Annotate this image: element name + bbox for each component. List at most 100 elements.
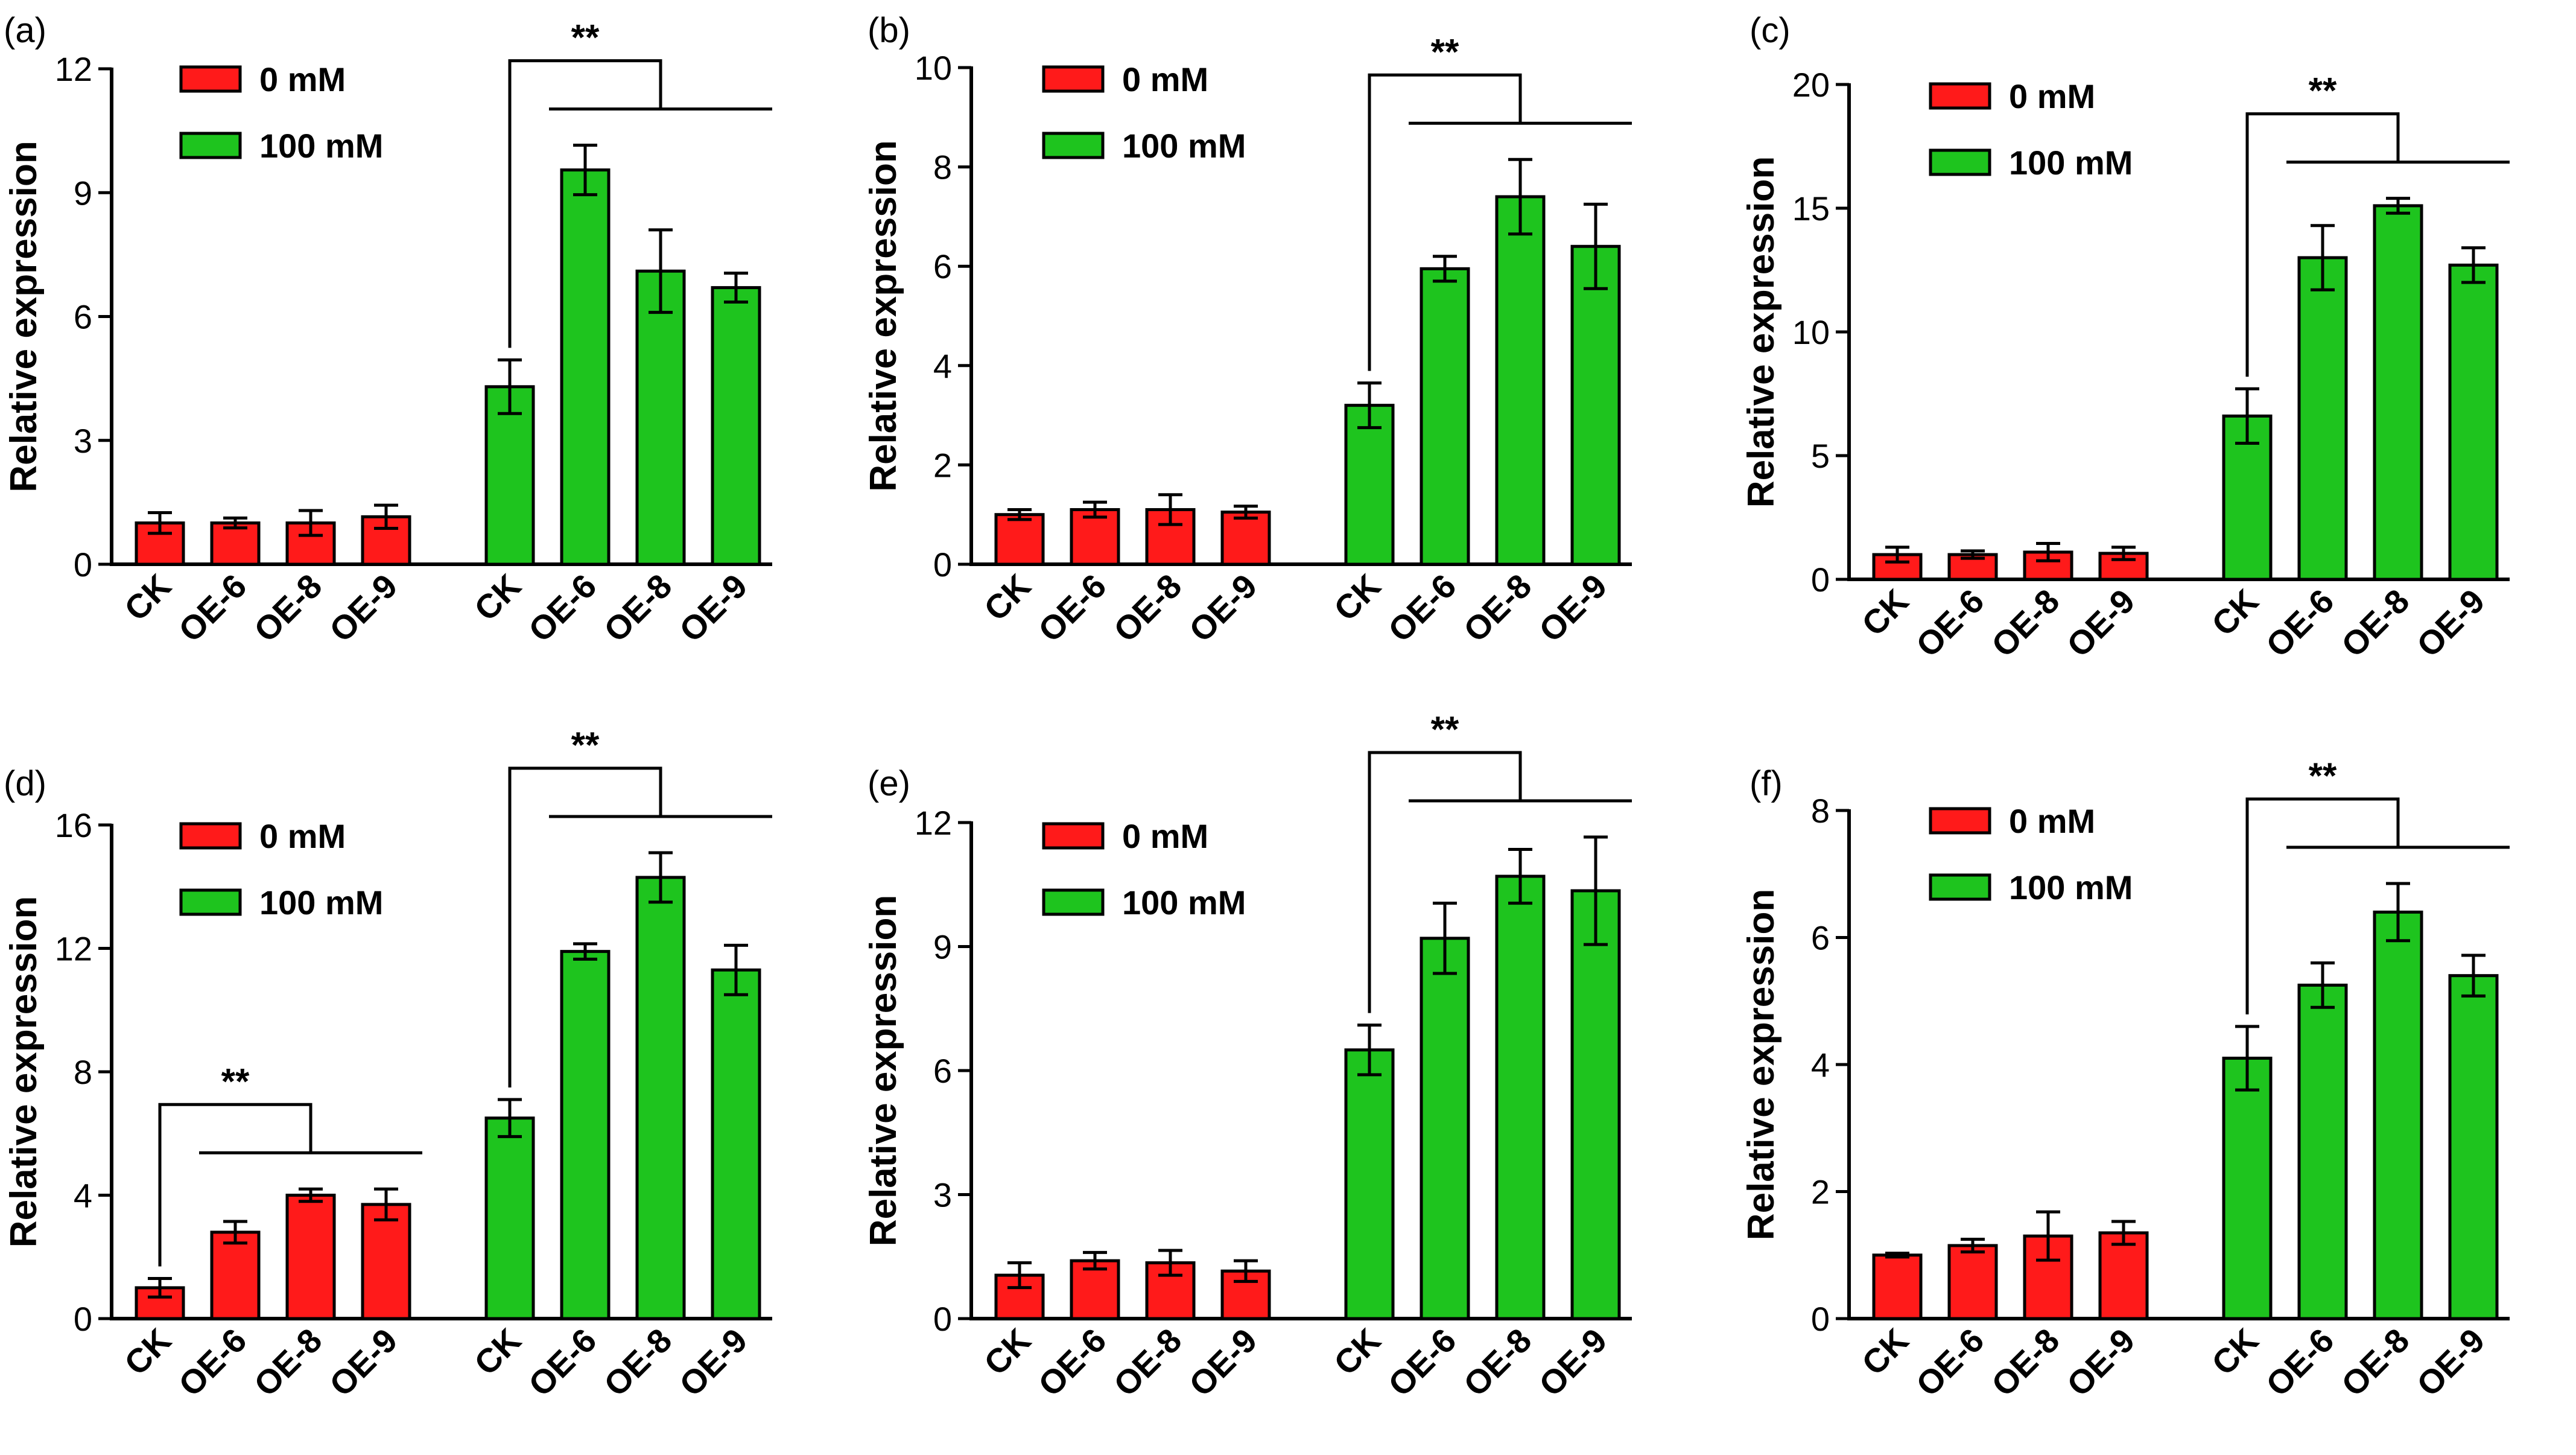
x-tick-label: CK bbox=[117, 567, 179, 628]
x-tick-label: OE-6 bbox=[1381, 1321, 1464, 1404]
legend-swatch bbox=[179, 132, 242, 159]
x-tick-label: OE-6 bbox=[521, 567, 604, 649]
legend-label: 100 mM bbox=[259, 884, 383, 922]
y-tick-label: 16 bbox=[55, 806, 92, 844]
y-tick-label: 10 bbox=[915, 49, 952, 87]
bar bbox=[1947, 1244, 1998, 1320]
y-axis-label: Relative expression bbox=[863, 140, 904, 491]
bar bbox=[2448, 974, 2499, 1320]
bar bbox=[994, 1273, 1045, 1320]
x-tick-label: OE-6 bbox=[1031, 1321, 1114, 1404]
y-tick-label: 0 bbox=[1811, 1300, 1830, 1338]
legend-label: 0 mM bbox=[1122, 817, 1208, 855]
legend-label: 100 mM bbox=[259, 127, 383, 165]
y-tick-label: 10 bbox=[1792, 313, 1830, 351]
x-tick-label: CK bbox=[467, 567, 528, 628]
y-tick-label: 12 bbox=[55, 930, 92, 968]
x-tick-label: OE-8 bbox=[597, 1321, 679, 1404]
y-tick-label: 12 bbox=[55, 50, 92, 88]
x-tick-label: CK bbox=[1854, 1321, 1916, 1383]
legend-swatch bbox=[1929, 148, 1991, 176]
bar bbox=[285, 1194, 336, 1320]
significance-label: ** bbox=[2309, 756, 2337, 796]
panel-label: (c) bbox=[1750, 11, 1791, 50]
x-tick-label: OE-9 bbox=[2409, 582, 2492, 664]
x-tick-label: OE-6 bbox=[1909, 1321, 1991, 1404]
x-tick-label: OE-8 bbox=[1984, 1321, 2067, 1404]
chart-panel-c: (c)Relative expression05101520CKOE-6OE-8… bbox=[1740, 11, 2510, 664]
y-tick-label: 4 bbox=[74, 1177, 92, 1215]
legend-label: 0 mM bbox=[2009, 802, 2095, 840]
y-tick-label: 15 bbox=[1792, 189, 1830, 228]
bar bbox=[2373, 910, 2423, 1320]
significance-bracket bbox=[1368, 751, 1522, 1013]
x-tick-label: OE-9 bbox=[1182, 1321, 1264, 1404]
bar bbox=[2098, 1231, 2149, 1320]
x-tick-label: CK bbox=[467, 1321, 528, 1383]
legend-label: 100 mM bbox=[2009, 868, 2133, 906]
x-tick-label: OE-9 bbox=[2409, 1321, 2492, 1404]
x-tick-label: OE-6 bbox=[521, 1321, 604, 1404]
x-tick-label: OE-9 bbox=[1182, 567, 1264, 649]
chart-panel-b: (b)Relative expression0246810CKOE-6OE-8O… bbox=[863, 11, 1632, 649]
legend-swatch bbox=[179, 822, 242, 850]
bar bbox=[1872, 1253, 1923, 1320]
x-tick-label: OE-9 bbox=[1532, 567, 1614, 649]
bar bbox=[2297, 983, 2348, 1320]
bar bbox=[484, 385, 535, 566]
legend-label: 0 mM bbox=[259, 817, 346, 855]
legend-swatch bbox=[1042, 888, 1105, 916]
significance-label: ** bbox=[1431, 31, 1459, 72]
legend-label: 100 mM bbox=[1122, 884, 1246, 922]
panel-label: (e) bbox=[868, 764, 910, 803]
bar bbox=[2448, 263, 2499, 581]
bar bbox=[560, 168, 611, 566]
y-tick-label: 0 bbox=[933, 546, 952, 584]
y-tick-label: 8 bbox=[74, 1053, 92, 1091]
chart-panel-e: (e)Relative expression036912CKOE-6OE-8OE… bbox=[863, 709, 1632, 1404]
y-tick-label: 6 bbox=[933, 1052, 952, 1090]
x-tick-label: CK bbox=[977, 1321, 1038, 1383]
significance-bracket bbox=[1368, 73, 1522, 371]
y-tick-label: 8 bbox=[933, 148, 952, 186]
y-tick-label: 4 bbox=[1811, 1046, 1830, 1084]
x-tick-label: OE-9 bbox=[672, 1321, 755, 1404]
y-tick-label: 6 bbox=[1811, 919, 1830, 957]
bar bbox=[711, 286, 761, 566]
x-tick-label: CK bbox=[2204, 1321, 2266, 1383]
y-tick-label: 0 bbox=[74, 546, 92, 584]
y-tick-label: 0 bbox=[74, 1300, 92, 1338]
legend-label: 100 mM bbox=[2009, 144, 2133, 182]
bar bbox=[2222, 1056, 2273, 1320]
significance-label: ** bbox=[571, 725, 600, 765]
y-tick-label: 8 bbox=[1811, 792, 1830, 830]
legend-label: 0 mM bbox=[2009, 77, 2095, 115]
legend-label: 100 mM bbox=[1122, 127, 1246, 165]
bar bbox=[635, 269, 686, 566]
x-tick-label: OE-6 bbox=[1031, 567, 1114, 649]
y-axis-label: Relative expression bbox=[1740, 889, 1782, 1240]
legend-swatch bbox=[1929, 873, 1991, 901]
bar bbox=[210, 1231, 261, 1320]
panel-label: (f) bbox=[1750, 764, 1783, 803]
y-tick-label: 4 bbox=[933, 347, 952, 385]
bar bbox=[1344, 1048, 1395, 1320]
significance-bracket bbox=[508, 59, 662, 348]
significance-label: ** bbox=[571, 18, 600, 58]
x-tick-label: CK bbox=[117, 1321, 179, 1383]
y-tick-label: 6 bbox=[933, 247, 952, 285]
legend-swatch bbox=[1042, 822, 1105, 850]
legend-swatch bbox=[179, 888, 242, 916]
x-tick-label: OE-8 bbox=[2334, 582, 2417, 664]
x-tick-label: OE-8 bbox=[247, 1321, 329, 1404]
bar bbox=[1495, 195, 1546, 566]
bar bbox=[484, 1116, 535, 1320]
legend-swatch bbox=[1042, 65, 1105, 93]
x-tick-label: OE-6 bbox=[1909, 582, 1991, 664]
y-tick-label: 2 bbox=[933, 446, 952, 484]
bar bbox=[711, 968, 761, 1320]
legend-swatch bbox=[1929, 807, 1991, 835]
bar bbox=[1070, 508, 1120, 566]
x-tick-label: OE-8 bbox=[1106, 567, 1189, 649]
significance-bracket bbox=[508, 766, 662, 1088]
